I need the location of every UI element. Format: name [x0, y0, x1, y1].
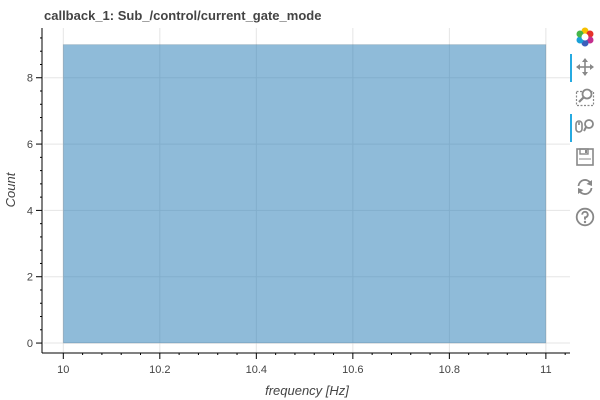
ticks-group: 10 10.2 10.4 10.6 10.8 11 0 2 4 6 8	[27, 37, 566, 376]
histogram-bar	[62, 44, 547, 344]
x-tick-label: 10.8	[439, 364, 460, 376]
wheel-zoom-icon	[575, 119, 594, 133]
y-tick-label: 0	[27, 338, 33, 350]
save-icon	[576, 148, 594, 166]
pan-tool[interactable]	[568, 54, 600, 82]
chart-title: callback_1: Sub_/control/current_gate_mo…	[44, 8, 322, 23]
pan-tool-active-indicator	[570, 54, 572, 82]
save-tool[interactable]	[568, 144, 600, 172]
pan-icon	[576, 58, 594, 76]
help-tool[interactable]	[568, 204, 600, 232]
box-zoom-tool[interactable]	[568, 84, 600, 112]
y-tick-label: 6	[27, 139, 33, 151]
help-icon	[575, 207, 595, 227]
x-axis-label: frequency [Hz]	[265, 383, 349, 398]
wheel-zoom-tool-active-indicator	[570, 114, 572, 142]
x-tick-label: 10.4	[246, 364, 267, 376]
x-tick-label: 10.6	[342, 364, 363, 376]
box-zoom-icon	[575, 88, 595, 107]
x-tick-label: 10.2	[149, 364, 170, 376]
y-tick-label: 8	[27, 73, 33, 85]
x-tick-label: 10	[57, 364, 69, 376]
x-tick-label: 11	[540, 364, 551, 376]
bokeh-logo-icon	[576, 27, 594, 47]
reset-icon	[577, 179, 593, 195]
y-axis-label: Count	[3, 171, 18, 207]
y-tick-label: 4	[27, 205, 33, 217]
bars-group	[62, 44, 547, 344]
bokeh-logo	[568, 24, 600, 52]
y-tick-label: 2	[27, 272, 33, 284]
wheel-zoom-tool[interactable]	[568, 114, 600, 142]
reset-tool[interactable]	[568, 174, 600, 202]
axes-group	[41, 28, 570, 354]
histogram-plot[interactable]: 10 10.2 10.4 10.6 10.8 11 0 2 4 6 8 frequency [Hz]…	[0, 0, 570, 400]
